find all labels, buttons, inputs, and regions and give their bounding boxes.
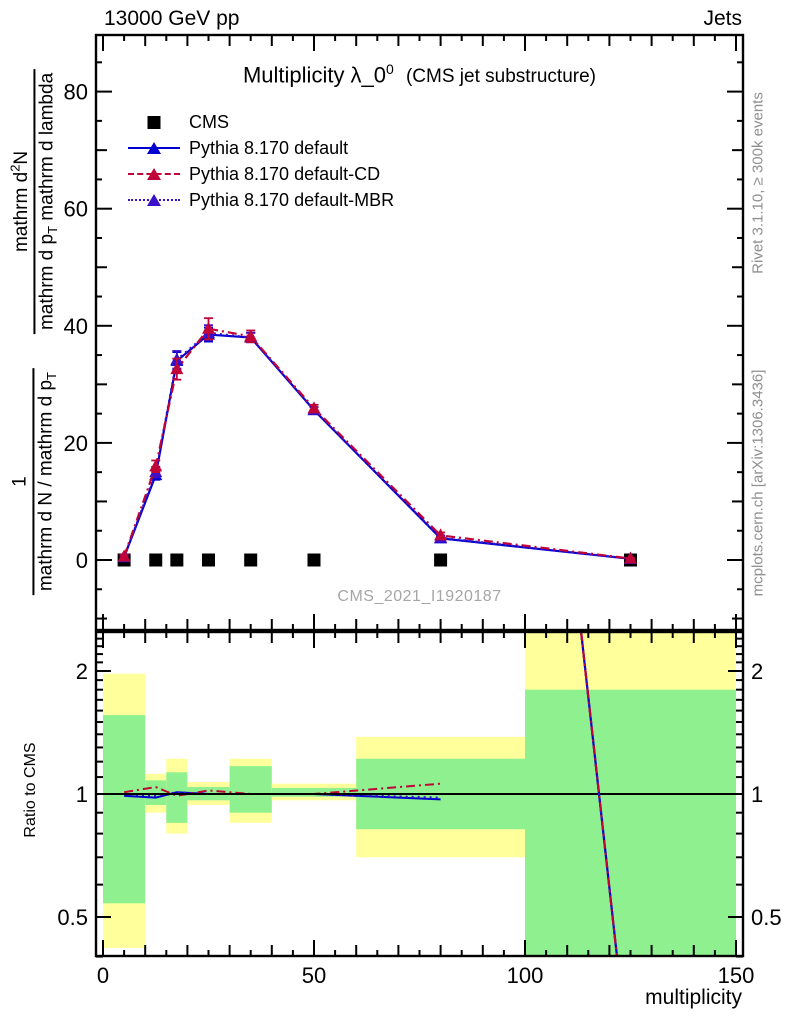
plot-title: Multiplicity λ_00 (CMS jet substructure) (96, 61, 743, 88)
title-analysis-note: (CMS jet substructure) (405, 66, 596, 88)
legend-item-pythia-default-mbr: Pythia 8.170 default-MBR (128, 187, 394, 213)
legend-item-pythia-default-cd: Pythia 8.170 default-CD (128, 161, 394, 187)
legend: CMS Pythia 8.170 default Pythia 8.170 de… (128, 109, 394, 213)
title-superscript: 0 (386, 61, 394, 77)
svg-text:0.5: 0.5 (751, 905, 782, 930)
svg-text:40: 40 (64, 314, 88, 339)
svg-text:1: 1 (751, 782, 763, 807)
legend-label: Pythia 8.170 default-MBR (189, 189, 395, 210)
x-axis-label: multiplicity (645, 986, 742, 1009)
legend-label: CMS (189, 111, 229, 132)
analysis-id-watermark: CMS_2021_I1920187 (337, 588, 502, 605)
svg-text:0.5: 0.5 (57, 905, 88, 930)
y-axis-fraction-2: mathrm d2N mathrm d pT mathrm d lambda (7, 68, 61, 335)
rivet-version-note: Rivet 3.1.10, ≥ 300k events (749, 92, 767, 274)
svg-text:80: 80 (64, 80, 88, 105)
svg-text:0: 0 (76, 548, 88, 573)
process-label: Jets (703, 7, 742, 30)
svg-text:100: 100 (507, 963, 544, 988)
svg-text:0: 0 (97, 963, 109, 988)
title-observable: Multiplicity λ_0 (242, 62, 387, 88)
svg-text:2: 2 (751, 659, 763, 684)
svg-text:20: 20 (64, 431, 88, 456)
legend-label: Pythia 8.170 default-CD (189, 163, 381, 184)
svg-text:1: 1 (76, 782, 88, 807)
mcplots-reference-note: mcplots.cern.ch [arXiv:1306.3436] (749, 369, 767, 597)
svg-text:2: 2 (76, 659, 88, 684)
beam-energy-label: 13000 GeV pp (104, 7, 240, 30)
legend-item-pythia-default: Pythia 8.170 default (128, 135, 394, 161)
ratio-y-axis-label: Ratio to CMS (22, 742, 39, 838)
legend-item-cms: CMS (128, 109, 394, 135)
dotted-line-triangle-marker-icon (128, 193, 180, 208)
y-axis-fraction-1: 1 mathrm d N / mathrm d pT (9, 368, 59, 596)
legend-label: Pythia 8.170 default (189, 137, 349, 158)
dashdot-line-triangle-marker-icon (128, 167, 180, 182)
svg-text:50: 50 (302, 963, 326, 988)
cms-square-marker-icon (128, 115, 180, 130)
svg-text:150: 150 (718, 963, 755, 988)
svg-text:60: 60 (64, 197, 88, 222)
solid-line-triangle-marker-icon (128, 141, 180, 156)
main-y-axis-label: 1 mathrm d N / mathrm d pT mathrm d2N ma… (7, 68, 61, 596)
